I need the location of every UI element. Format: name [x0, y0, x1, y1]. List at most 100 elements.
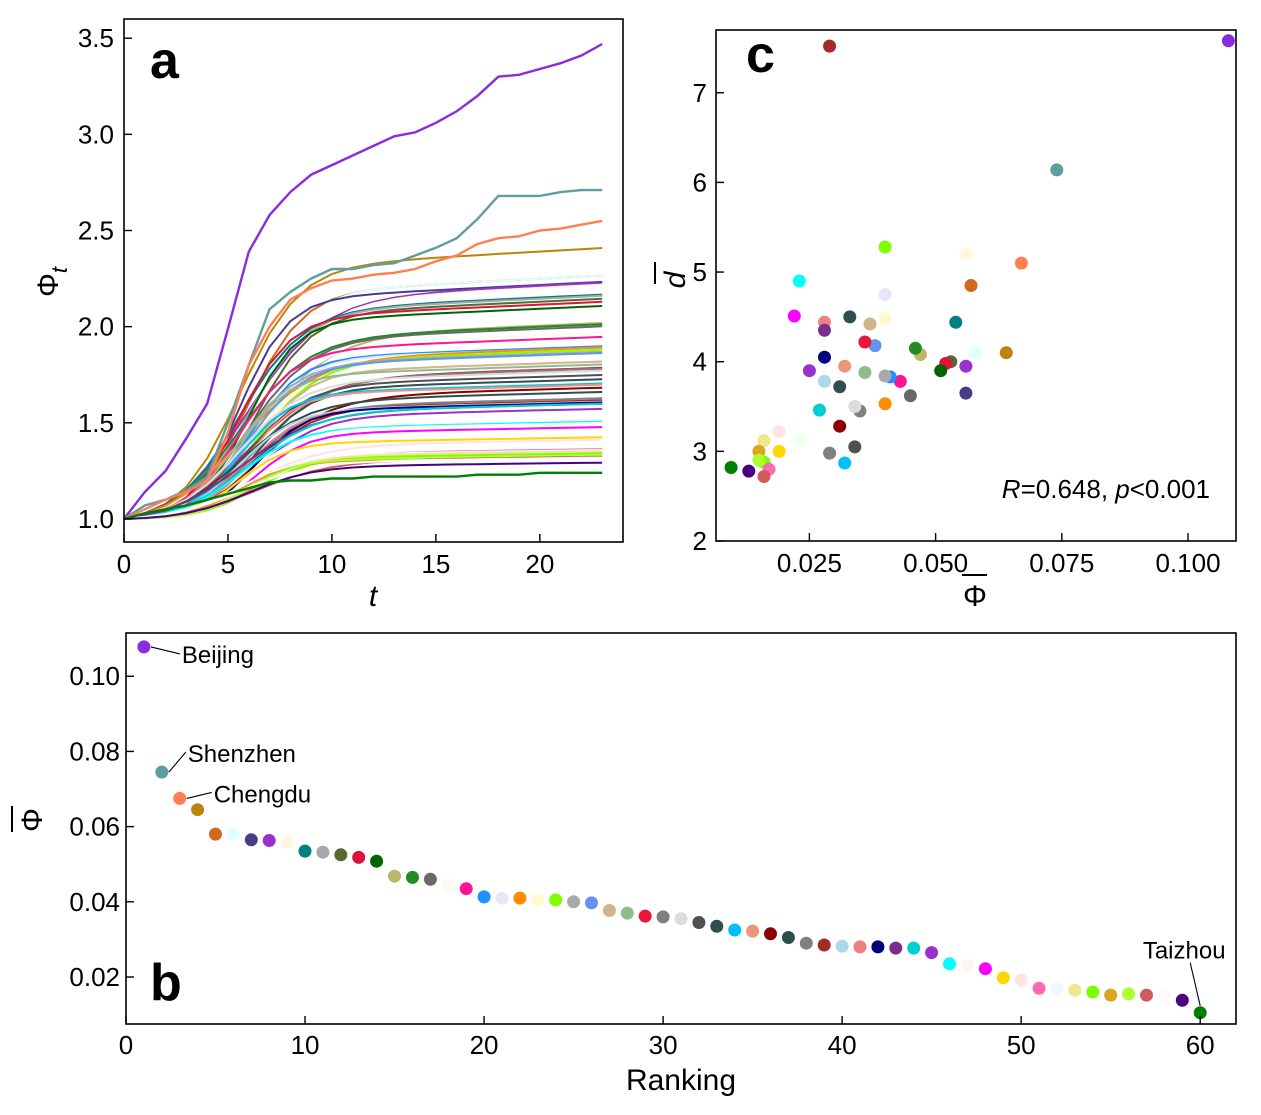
panel-b-point [226, 827, 240, 841]
panel-c-point [878, 288, 892, 301]
panel-a-series-line [123, 449, 603, 520]
panel-c-point [878, 397, 892, 411]
panel-c-y-axis-title: d [654, 262, 692, 288]
panel-b-point [388, 869, 401, 883]
panel-a-series-line [123, 402, 603, 520]
panel-a-series-line [123, 454, 603, 520]
panel-c-frame [715, 29, 1237, 542]
panel-b-point [602, 904, 616, 917]
panel-c-x-tick-label: 0.025 [777, 548, 842, 578]
panel-a-frame [123, 18, 624, 543]
panel-b-point [835, 939, 849, 953]
panel-b-x-tick-label: 30 [649, 1030, 678, 1060]
panel-a-series-line [123, 461, 603, 520]
panel-c-correlation-annotation: R=0.648, p<0.001 [1002, 474, 1210, 504]
panel-b-point [280, 835, 294, 849]
panel-a-y-axis-title: Φt [32, 266, 72, 297]
panel-b-point [459, 882, 473, 896]
panel-b-point [674, 912, 688, 926]
panel-c-point [772, 425, 786, 439]
panel-b-x-axis-title: Ranking [626, 1064, 736, 1097]
panel-c-point [969, 346, 983, 360]
panel-c-point [843, 310, 857, 324]
panel-b-point [155, 765, 169, 779]
panel-b-point [1050, 982, 1064, 996]
panel-c-points [724, 34, 1235, 483]
panel-b-annotation-label: Beijing [182, 642, 254, 669]
panel-b-point [567, 895, 581, 909]
panel-b-point [1068, 983, 1082, 997]
panel-b-y-tick-label: 0.06 [69, 812, 120, 842]
panel-b-point [925, 946, 939, 960]
panel-b-point [334, 848, 348, 862]
panel-b-point [1014, 973, 1028, 987]
panel-c-y-tick-label: 3 [693, 436, 707, 466]
panel-b-point [853, 940, 867, 954]
panel-c-point [818, 350, 831, 364]
panel-c-point [772, 444, 786, 458]
panel-b-point [244, 833, 258, 847]
panel-b-frame [125, 632, 1237, 1025]
panel-c-axis-ticks: 0.025 0.050 0.075 0.100 2 3 4 5 6 7 [693, 78, 1221, 578]
panel-a-y-tick-label: 3.5 [78, 23, 114, 53]
panel-c-point [964, 279, 978, 292]
panel-c-point [878, 312, 892, 326]
panel-c-y-tick-label: 2 [693, 526, 707, 556]
panel-a-label: a [150, 32, 180, 90]
panel-b-point [692, 916, 706, 929]
panel-b-point [352, 850, 366, 864]
panel-b-y-axis-title: Φ [11, 806, 49, 832]
panel-a-series-line [123, 420, 603, 520]
svg-text:Φt: Φt [32, 266, 72, 297]
panel-c-y-tick-label: 5 [693, 257, 707, 287]
panel-c-point [724, 461, 738, 474]
panel-c-y-tick-label: 4 [693, 347, 707, 377]
panel-b-x-tick-label: 20 [470, 1030, 499, 1060]
panel-a-x-tick-label: 0 [117, 549, 131, 579]
panel-a-x-tick-label: 5 [221, 549, 235, 579]
panel-c-point [858, 366, 872, 379]
panel-b-x-tick-label: 60 [1186, 1030, 1215, 1060]
panel-a-y-tick-label: 2.5 [78, 216, 114, 246]
panel-c-point [757, 434, 771, 448]
panel-c-point [818, 374, 831, 388]
panel-c-point [813, 403, 826, 417]
panel-c-point [863, 317, 877, 331]
panel-c-point [802, 364, 816, 378]
panel-b-point [1175, 993, 1189, 1007]
panel-a-y-tick-label: 3.0 [78, 119, 114, 149]
panel-c-point [858, 335, 872, 349]
panel-a-series-line [123, 293, 603, 520]
panel-b-point [1122, 987, 1136, 1001]
panel-b-point [477, 890, 491, 904]
panel-c-scatter-chart: 0.025 0.050 0.075 0.100 2 3 4 5 6 7 c R=0.648, p<… [654, 26, 1237, 613]
panel-b-point [656, 910, 670, 924]
panel-b-point [316, 845, 330, 859]
panel-b-point [638, 909, 652, 923]
panel-b-point [1140, 988, 1153, 1002]
panel-c-point [959, 359, 973, 373]
panel-b-point [585, 896, 598, 910]
panel-c-point [999, 346, 1013, 360]
panel-b-y-tick-label: 0.10 [69, 661, 120, 691]
panel-b-point [1086, 985, 1100, 999]
panel-b-point [943, 957, 956, 971]
panel-c-point [903, 389, 917, 403]
panel-b-annotation-leader [186, 791, 212, 799]
panel-b-point [781, 931, 795, 944]
panel-b-annotation-label: Taizhou [1143, 938, 1226, 965]
panel-a-series-line-taizhou [123, 471, 603, 521]
panel-b-point [1157, 989, 1171, 1003]
panel-a-y-tick-label: 1.5 [78, 408, 114, 438]
panel-a-series-line [123, 369, 603, 520]
panel-b-point [978, 962, 992, 976]
panel-b-x-tick-label: 0 [119, 1030, 133, 1060]
panel-b-point [871, 940, 885, 954]
panel-b-label: b [150, 954, 182, 1012]
panel-c-point [949, 315, 963, 329]
panel-a-x-axis-title: t [369, 580, 379, 613]
panel-c-x-tick-label: 0.100 [1155, 548, 1220, 578]
panel-a-series-line [123, 391, 603, 520]
panel-a-series-line-chengdu [123, 219, 603, 520]
panel-b-point [889, 941, 903, 955]
